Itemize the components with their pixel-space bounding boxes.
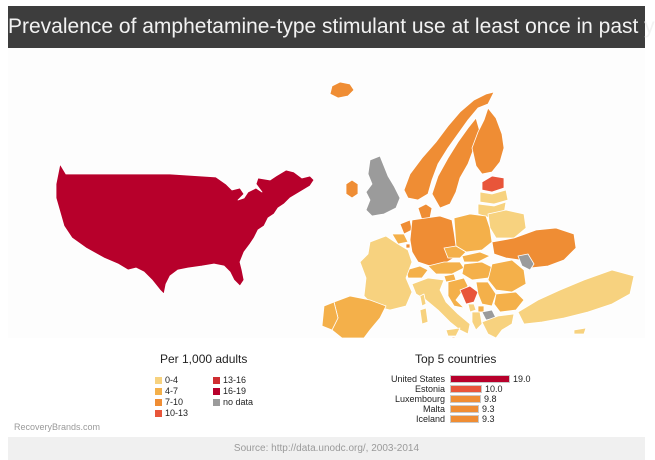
- region-belgium: [391, 233, 409, 245]
- region-switzerland: [405, 265, 429, 279]
- region-montenegro: [467, 303, 477, 313]
- top5-value: 10.0: [485, 384, 503, 394]
- top5-row: Luxembourg 9.8: [380, 394, 550, 404]
- legend-swatch: [155, 377, 162, 384]
- legend-item: no data: [213, 397, 253, 407]
- region-kosovo: [477, 305, 485, 313]
- region-france: [359, 235, 413, 311]
- region-greece: [481, 313, 515, 338]
- region-estonia: [481, 175, 505, 193]
- top5-row: Estonia 10.0: [380, 384, 550, 394]
- top5-value: 9.8: [484, 394, 497, 404]
- region-bulgaria: [493, 291, 525, 313]
- region-croatia: [447, 277, 469, 309]
- legend-item: 13-16: [213, 375, 246, 385]
- top5-title: Top 5 countries: [415, 352, 497, 366]
- region-malta: [451, 336, 456, 338]
- region-corsica: [419, 293, 427, 307]
- top5-country-name: Malta: [422, 404, 445, 414]
- region-czech-republic: [443, 245, 467, 259]
- top5-bar: [450, 375, 510, 383]
- region-iceland: [329, 81, 355, 99]
- legend-title: Per 1,000 adults: [160, 352, 248, 366]
- legend-swatch: [155, 388, 162, 395]
- legend-swatch: [213, 399, 220, 406]
- region-denmark: [417, 203, 433, 221]
- legend: 0-4 4-7 7-10 10-13 13-16 16-19 no data: [155, 375, 285, 423]
- top5-bar: [450, 385, 482, 393]
- region-moldova: [517, 253, 535, 271]
- top5-row: Iceland 9.3: [380, 414, 550, 424]
- region-belarus: [487, 209, 527, 239]
- brand-watermark: RecoveryBrands.com: [14, 422, 101, 432]
- legend-item: 10-13: [155, 408, 188, 418]
- top5-country-name: Estonia: [414, 384, 445, 394]
- region-ireland: [345, 179, 359, 199]
- region-netherlands: [399, 219, 413, 235]
- region-serbia: [475, 281, 497, 307]
- legend-item: 7-10: [155, 397, 183, 407]
- map-svg: [55, 81, 635, 338]
- region-ukraine: [491, 227, 577, 269]
- top5-bar: [450, 395, 481, 403]
- region-norway: [403, 91, 495, 201]
- legend-swatch: [155, 410, 162, 417]
- region-finland: [471, 107, 505, 175]
- top5-bar: [450, 415, 479, 423]
- top5-value: 9.3: [482, 404, 495, 414]
- region-slovakia: [461, 251, 491, 263]
- top5-row: United States 19.0: [380, 374, 550, 384]
- page-title: Prevalence of amphetamine-type stimulant…: [8, 6, 655, 48]
- top5-country-name: Luxembourg: [394, 394, 445, 404]
- top5-row: Malta 9.3: [380, 404, 550, 414]
- legend-swatch: [213, 388, 220, 395]
- region-hungary: [461, 261, 495, 281]
- region-bosnia-and-herzegovina: [459, 285, 479, 305]
- region-united-kingdom: [365, 155, 401, 217]
- legend-item: 0-4: [155, 375, 178, 385]
- top5-country-name: Iceland: [415, 414, 445, 424]
- region-latvia: [479, 189, 509, 205]
- region-turkey: [517, 269, 635, 325]
- legend-swatch: [155, 399, 162, 406]
- top5-value: 19.0: [513, 374, 531, 384]
- region-portugal: [321, 301, 339, 331]
- region-luxembourg: [405, 243, 411, 249]
- region-united-states: [55, 163, 315, 295]
- legend-swatch: [213, 377, 220, 384]
- legend-item: 4-7: [155, 386, 178, 396]
- region-sardinia: [419, 307, 429, 325]
- top5-bar: [450, 405, 479, 413]
- region-sicily: [445, 327, 461, 337]
- region-italy: [411, 277, 471, 335]
- region-germany: [409, 215, 457, 267]
- top5-value: 9.3: [482, 414, 495, 424]
- top5-country-name: United States: [390, 374, 445, 384]
- region-romania: [487, 259, 527, 293]
- region-poland: [453, 213, 493, 253]
- region-cyprus: [573, 327, 587, 335]
- choropleth-map: [8, 48, 645, 338]
- region-albania: [471, 311, 483, 331]
- source-footer: Source: http://data.unodc.org/, 2003-201…: [8, 437, 645, 460]
- legend-item: 16-19: [213, 386, 246, 396]
- top5-chart: United States 19.0 Estonia 10.0 Luxembou…: [380, 374, 550, 424]
